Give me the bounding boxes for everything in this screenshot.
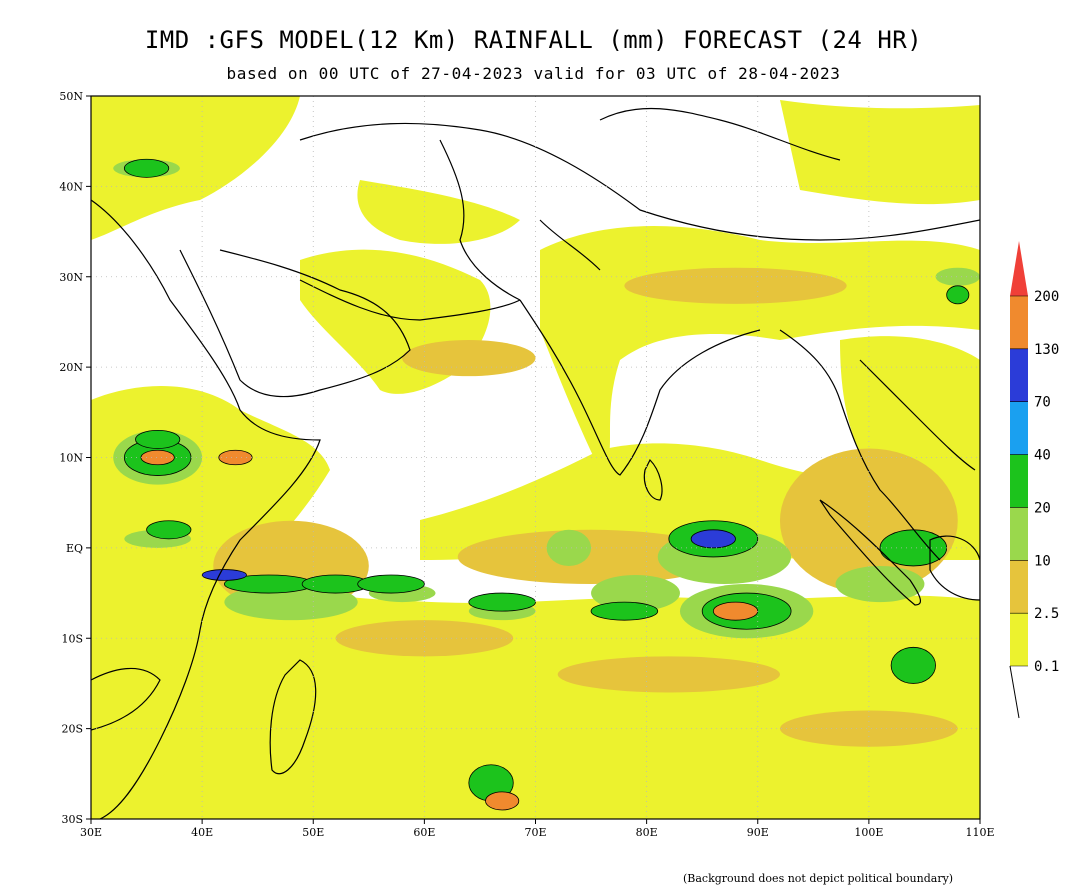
lon-tick-label: 40E [191,826,213,839]
map-title: IMD :GFS MODEL(12 Km) RAINFALL (mm) FORE… [144,26,923,54]
coastlines [91,107,980,819]
lat-tick-label: 40N [59,180,83,193]
rain-area-7 [624,267,847,304]
rain-area-26 [468,592,536,612]
lon-tick-label: 50E [302,826,324,839]
colorbar-segment [1010,348,1028,402]
colorbar-top-arrow [1010,241,1028,296]
lon-tick-label: 30E [80,826,102,839]
colorbar-segment [1010,507,1028,561]
map-subtitle: based on 00 UTC of 27-04-2023 valid for … [226,64,841,83]
rain-area-31 [890,646,936,684]
rain-area-2 [457,529,725,585]
colorbar-label: 130 [1034,342,1059,358]
colorbar-segment [1010,613,1028,666]
colorbar-bottom-tail [1009,665,1020,719]
rain-area-33 [146,520,192,540]
colorbar-label: 2.5 [1034,606,1059,622]
axis-labels: 30E 40E 50E 60E 70E 80E 90E 100E 110E 50N 40N 30N 20… [59,90,994,839]
rain-area-6 [402,340,536,377]
colorbar-segment [1010,454,1028,508]
rain-area-20 [546,529,592,566]
lon-tick-label: 60E [413,826,435,839]
rain-area-37 [201,569,247,581]
rain-area-21 [123,158,170,178]
lat-tick-label: 30N [59,271,83,284]
lon-tick-label: 90E [747,826,769,839]
rain-area-41 [485,791,520,811]
colorbar-label: 40 [1034,448,1051,464]
rain-area-17 [835,565,925,603]
colorbar-label: 70 [1034,395,1051,411]
lon-tick-label: 70E [524,826,546,839]
colorbar-segment [1010,401,1028,455]
lat-tick-label: 10S [61,632,83,645]
lat-tick-label: EQ [66,542,83,555]
rain-area-40 [712,601,759,621]
rain-area-25 [357,574,425,594]
rain-area-14 [591,574,680,612]
rain-area-34 [135,429,181,449]
grid-lines [91,96,980,819]
rain-area-8 [779,710,958,747]
lat-tick-label: 10N [59,452,83,465]
colorbar-segment [1010,560,1028,614]
rain-areas-layer [113,158,980,811]
lon-tick-label: 80E [636,826,658,839]
colorbar-label: 0.1 [1034,659,1059,675]
colorbar-label: 200 [1034,289,1059,305]
rain-area-4 [335,620,514,657]
rain-area-5 [557,656,780,693]
colorbar-label: 10 [1034,553,1051,569]
lon-tick-label: 100E [854,826,883,839]
colorbar-segment [1010,296,1028,349]
rain-area-32 [946,285,970,305]
lon-tick-label: 110E [965,826,994,839]
rain-area-18 [935,267,980,286]
lat-tick-label: 20S [61,723,83,736]
rain-area-27 [590,601,659,621]
rain-area-39 [218,449,253,466]
lat-tick-label: 50N [59,90,83,103]
lat-tick-label: 30S [61,813,83,826]
lat-tick-label: 20N [59,361,83,374]
colorbar: 0.1 2.5 10 20 40 70 130 200 [1009,241,1059,719]
colorbar-label: 20 [1034,500,1051,516]
footnote: (Background does not depict political bo… [683,872,954,885]
rain-area-36 [690,529,736,549]
